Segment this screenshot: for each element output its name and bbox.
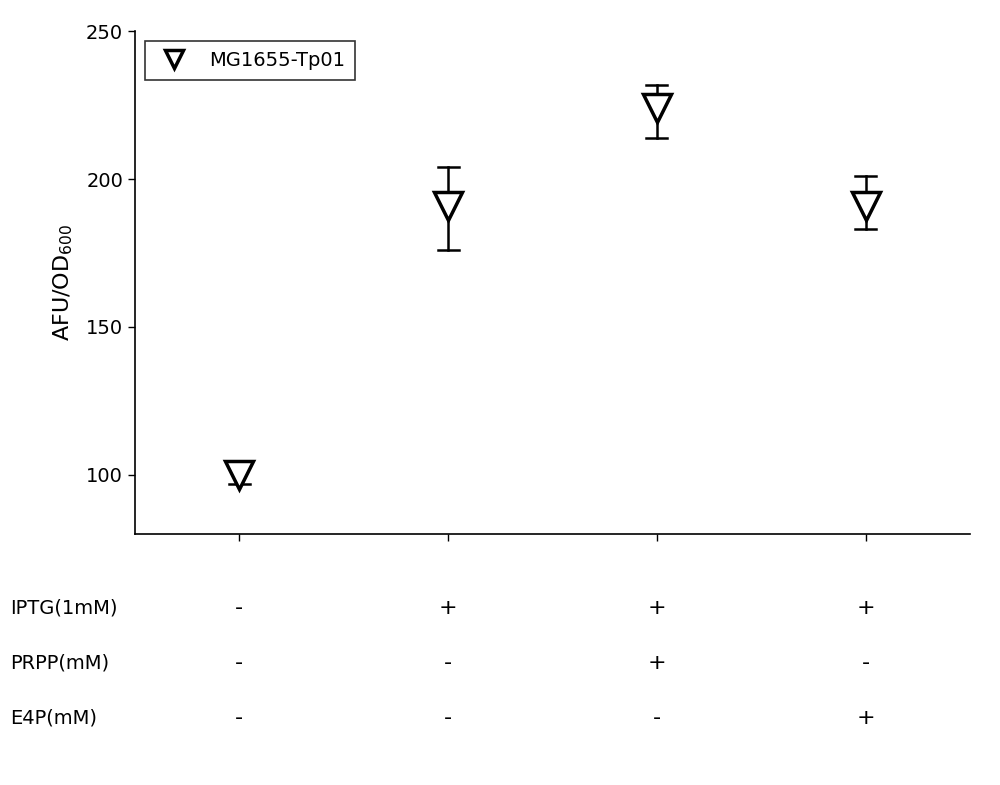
Text: +: + [439, 598, 457, 619]
Text: -: - [444, 653, 452, 674]
Y-axis label: AFU/OD$_{600}$: AFU/OD$_{600}$ [51, 224, 75, 341]
Text: -: - [235, 653, 243, 674]
Text: IPTG(1mM): IPTG(1mM) [10, 599, 118, 618]
Legend: MG1655-Tp01: MG1655-Tp01 [145, 41, 355, 79]
Text: +: + [648, 598, 666, 619]
Text: +: + [856, 598, 875, 619]
Text: -: - [653, 708, 661, 728]
Text: -: - [862, 653, 870, 674]
Text: +: + [856, 708, 875, 728]
Text: -: - [235, 708, 243, 728]
Text: E4P(mM): E4P(mM) [10, 709, 97, 728]
Text: -: - [235, 598, 243, 619]
Text: +: + [648, 653, 666, 674]
Text: -: - [444, 708, 452, 728]
Text: PRPP(mM): PRPP(mM) [10, 654, 109, 673]
